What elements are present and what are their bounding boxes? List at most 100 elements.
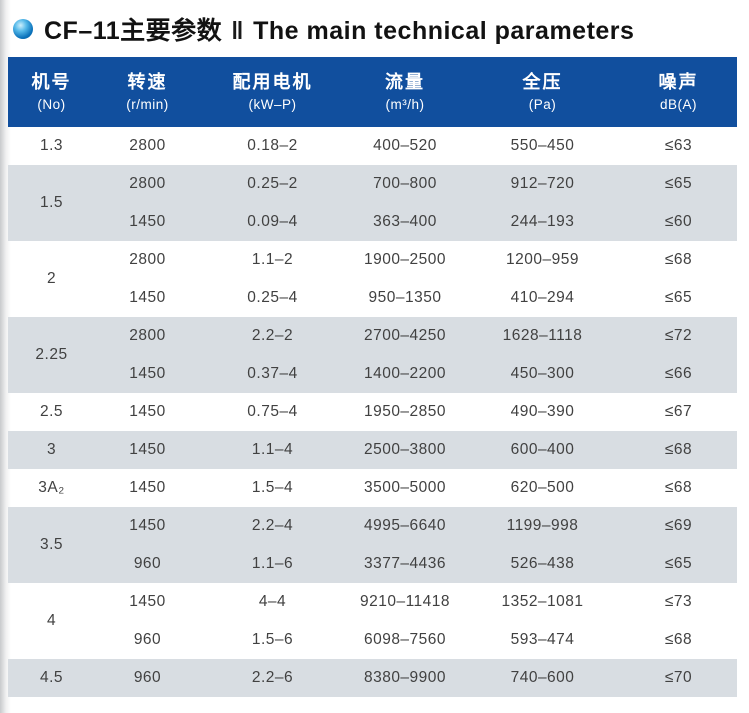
cell-flow: 4995–6640 [363,517,447,534]
cell-speed: 960 [133,555,162,572]
table-row: 1.3 2800 0.18–2 400–520 550–450 ≤63 [8,127,737,165]
cell-speed: 1450 [129,479,166,496]
table-body: 1.3 2800 0.18–2 400–520 550–450 ≤63 1.5 … [8,127,737,697]
table-row: 3A₂ 1450 1.5–4 3500–5000 620–500 ≤68 [8,469,737,507]
col-header-noise-sub: dB(A) [659,97,697,113]
cell-noise: ≤68 [664,631,693,648]
cell-speed: 1450 [129,441,166,458]
cell-noise: ≤70 [664,669,693,686]
section-title: CF–11主要参数 ‖ The main technical parameters [13,12,739,46]
parameters-table: 机号 (No) 转速 (r/min) 配用电机 (kW–P) 流量 (m³/h)… [8,57,737,697]
table-row: 4 1450 4–4 9210–11418 1352–1081 ≤73 [8,583,737,629]
cell-speed: 1450 [129,289,166,306]
cell-pressure: 1199–998 [506,517,579,534]
cell-flow: 1400–2200 [363,365,447,382]
cell-flow: 363–400 [373,213,437,230]
col-header-motor-sub: (kW–P) [248,97,297,113]
table-row: 960 1.1–6 3377–4436 526–438 ≤65 [8,545,737,583]
blue-sphere-bullet-icon [13,19,33,39]
cell-speed: 2800 [129,137,166,154]
page-title-en: The main technical parameters [253,17,635,45]
cell-speed: 2800 [129,251,166,268]
cell-model-no: 1.3 [39,137,64,154]
cell-flow: 400–520 [373,137,437,154]
page-title-zh: CF–11主要参数 [44,17,223,45]
cell-motor: 4–4 [258,593,287,610]
cell-speed: 960 [133,669,162,686]
cell-flow: 950–1350 [368,289,442,306]
table-row: 1.5 2800 0.25–2 700–800 912–720 ≤65 [8,165,737,211]
col-header-pressure: 全压 (Pa) [465,57,620,127]
col-header-pressure-sub: (Pa) [528,97,557,113]
cell-flow: 1900–2500 [363,251,447,268]
cell-flow: 9210–11418 [359,593,451,610]
cell-pressure: 600–400 [510,441,575,458]
cell-model-no: 1.5 [39,194,64,211]
cell-flow: 8380–9900 [363,669,447,686]
cell-noise: ≤65 [664,555,693,572]
cell-model-no: 3.5 [39,536,64,553]
cell-noise: ≤67 [664,403,693,420]
cell-speed: 960 [133,631,162,648]
cell-motor: 0.37–4 [247,365,298,382]
cell-pressure: 912–720 [510,175,575,192]
table-row: 3 1450 1.1–4 2500–3800 600–400 ≤68 [8,431,737,469]
cell-noise: ≤65 [664,175,693,192]
page-title: CF–11主要参数 ‖ The main technical parameters [44,11,634,47]
cell-motor: 1.1–6 [251,555,294,572]
col-header-motor: 配用电机 (kW–P) [200,57,345,127]
table-row: 2.25 2800 2.2–2 2700–4250 1628–1118 ≤72 [8,317,737,363]
cell-noise: ≤68 [664,251,693,268]
col-header-speed-zh: 转速 [127,71,168,92]
col-header-flow-zh: 流量 [385,71,425,92]
cell-pressure: 1200–959 [506,251,579,268]
cell-model-no: 4.5 [39,669,64,686]
cell-noise: ≤68 [664,479,693,496]
cell-flow: 700–800 [373,175,437,192]
col-header-speed-sub: (r/min) [126,97,169,113]
cell-model-no: 3A₂ [38,479,65,496]
cell-pressure: 593–474 [510,631,575,648]
cell-pressure: 740–600 [510,669,575,686]
cell-model-no: 2.5 [39,403,64,420]
cell-noise: ≤60 [664,213,693,230]
col-header-noise: 噪声 dB(A) [620,57,737,127]
col-header-flow-sub: (m³/h) [385,97,425,113]
cell-motor: 1.1–4 [251,441,294,458]
cell-noise: ≤69 [664,517,693,534]
cell-noise: ≤72 [664,327,693,344]
table-row: 3.5 1450 2.2–4 4995–6640 1199–998 ≤69 [8,507,737,553]
cell-flow: 1950–2850 [363,403,447,420]
cell-flow: 2500–3800 [363,441,447,458]
cell-pressure: 620–500 [510,479,575,496]
cell-motor: 0.25–2 [247,175,298,192]
table-row: 960 1.5–6 6098–7560 593–474 ≤68 [8,621,737,659]
col-header-flow: 流量 (m³/h) [345,57,465,127]
cell-pressure: 1628–1118 [502,327,583,344]
col-header-model: 机号 (No) [8,57,95,127]
table-row: 2 2800 1.1–2 1900–2500 1200–959 ≤68 [8,241,737,287]
table-row: 2.5 1450 0.75–4 1950–2850 490–390 ≤67 [8,393,737,431]
cell-motor: 2.2–6 [251,669,294,686]
cell-pressure: 1352–1081 [501,593,584,610]
cell-noise: ≤73 [664,593,693,610]
cell-model-no: 3 [46,441,57,458]
table-row: 4.5 960 2.2–6 8380–9900 740–600 ≤70 [8,659,737,697]
cell-flow: 3500–5000 [363,479,447,496]
cell-noise: ≤66 [664,365,693,382]
title-divider: ‖ [231,17,245,45]
table-row: 1450 0.09–4 363–400 244–193 ≤60 [8,203,737,241]
cell-flow: 2700–4250 [363,327,447,344]
col-header-model-sub: (No) [37,97,66,113]
cell-pressure: 490–390 [510,403,575,420]
cell-flow: 6098–7560 [363,631,447,648]
col-header-speed: 转速 (r/min) [95,57,200,127]
col-header-noise-zh: 噪声 [658,71,699,92]
cell-motor: 0.25–4 [247,289,298,306]
cell-pressure: 244–193 [510,213,575,230]
cell-pressure: 550–450 [510,137,575,154]
cell-motor: 0.18–2 [247,137,298,154]
cell-speed: 1450 [129,593,166,610]
col-header-motor-zh: 配用电机 [232,71,313,92]
cell-motor: 0.09–4 [247,213,298,230]
